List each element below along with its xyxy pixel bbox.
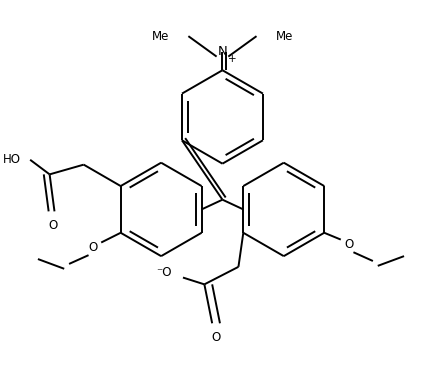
Text: +: + — [228, 53, 236, 64]
Text: N: N — [218, 45, 227, 58]
Text: O: O — [212, 331, 221, 344]
Text: Me: Me — [276, 30, 293, 42]
Text: Me: Me — [152, 30, 169, 42]
Text: O: O — [89, 241, 98, 254]
Text: O: O — [344, 238, 353, 251]
Text: ⁻O: ⁻O — [156, 266, 171, 279]
Text: O: O — [48, 219, 57, 232]
Text: HO: HO — [3, 153, 21, 166]
